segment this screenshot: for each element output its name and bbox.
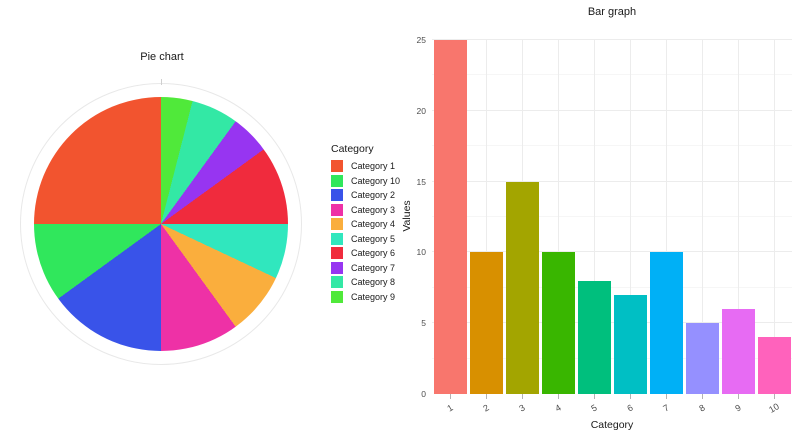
pie xyxy=(34,97,288,351)
legend-label: Category 1 xyxy=(351,161,395,171)
bar-category-1 xyxy=(434,40,467,394)
bar-category-9 xyxy=(722,309,755,394)
legend-label: Category 4 xyxy=(351,219,395,229)
legend: Category Category 1 Category 10 Category 2… xyxy=(331,143,400,305)
x-tick-label: 7 xyxy=(653,398,679,419)
x-tick-mark xyxy=(522,394,523,399)
legend-item: Category 3 xyxy=(331,204,400,216)
x-tick-mark xyxy=(486,394,487,399)
x-tick-mark xyxy=(594,394,595,399)
x-tick-mark xyxy=(666,394,667,399)
x-tick-mark xyxy=(774,394,775,399)
bar-category-2 xyxy=(470,252,503,394)
bar-category-7 xyxy=(650,252,683,394)
pie-chart-panel: Pie chart Category Category 1 Category 10… xyxy=(0,0,420,436)
legend-label: Category 7 xyxy=(351,263,395,273)
legend-swatch xyxy=(331,291,343,303)
legend-items: Category 1 Category 10 Category 2 Category … xyxy=(331,160,400,303)
y-tick-label: 10 xyxy=(400,247,426,257)
bar-category-8 xyxy=(686,323,719,394)
bar-category-4 xyxy=(542,252,575,394)
legend-label: Category 10 xyxy=(351,176,400,186)
legend-swatch xyxy=(331,189,343,201)
legend-swatch xyxy=(331,204,343,216)
legend-swatch xyxy=(331,276,343,288)
legend-item: Category 8 xyxy=(331,276,400,288)
legend-label: Category 8 xyxy=(351,277,395,287)
legend-item: Category 6 xyxy=(331,247,400,259)
legend-item: Category 4 xyxy=(331,218,400,230)
x-axis-title: Category xyxy=(432,419,792,431)
legend-item: Category 1 xyxy=(331,160,400,172)
bar-category-3 xyxy=(506,182,539,394)
bar-chart-title: Bar graph xyxy=(432,6,792,18)
x-tick-mark xyxy=(558,394,559,399)
bar-category-6 xyxy=(614,295,647,394)
legend-swatch xyxy=(331,175,343,187)
legend-item: Category 9 xyxy=(331,291,400,303)
legend-item: Category 2 xyxy=(331,189,400,201)
legend-label: Category 5 xyxy=(351,234,395,244)
x-tick-label: 6 xyxy=(617,398,643,419)
legend-item: Category 7 xyxy=(331,262,400,274)
bar-panel-area xyxy=(432,40,792,394)
bar-category-10 xyxy=(758,337,791,394)
x-tick-label: 3 xyxy=(509,398,535,419)
legend-label: Category 6 xyxy=(351,248,395,258)
y-tick-label: 20 xyxy=(400,106,426,116)
pie-chart-title: Pie chart xyxy=(0,51,324,63)
legend-swatch xyxy=(331,218,343,230)
x-tick-mark xyxy=(450,394,451,399)
legend-label: Category 2 xyxy=(351,190,395,200)
x-tick-mark xyxy=(738,394,739,399)
polar-axis-tick xyxy=(161,79,162,85)
x-tick-label: 10 xyxy=(761,398,787,419)
bar-chart-panel: Bar graph 0510152025 12345678910 Categor… xyxy=(400,0,800,436)
legend-swatch xyxy=(331,262,343,274)
y-tick-label: 25 xyxy=(400,35,426,45)
legend-label: Category 9 xyxy=(351,292,395,302)
y-tick-label: 0 xyxy=(400,389,426,399)
legend-item: Category 10 xyxy=(331,175,400,187)
x-tick-label: 9 xyxy=(725,398,751,419)
legend-item: Category 5 xyxy=(331,233,400,245)
legend-swatch xyxy=(331,160,343,172)
y-tick-label: 5 xyxy=(400,318,426,328)
x-tick-label: 5 xyxy=(581,398,607,419)
legend-label: Category 3 xyxy=(351,205,395,215)
legend-title: Category xyxy=(331,143,400,155)
legend-swatch xyxy=(331,233,343,245)
x-tick-label: 4 xyxy=(545,398,571,419)
y-axis-title: Values xyxy=(401,184,415,248)
x-tick-label: 1 xyxy=(437,398,463,419)
x-tick-label: 2 xyxy=(473,398,499,419)
bar-category-5 xyxy=(578,281,611,394)
x-tick-mark xyxy=(630,394,631,399)
legend-swatch xyxy=(331,247,343,259)
x-tick-label: 8 xyxy=(689,398,715,419)
x-tick-mark xyxy=(702,394,703,399)
